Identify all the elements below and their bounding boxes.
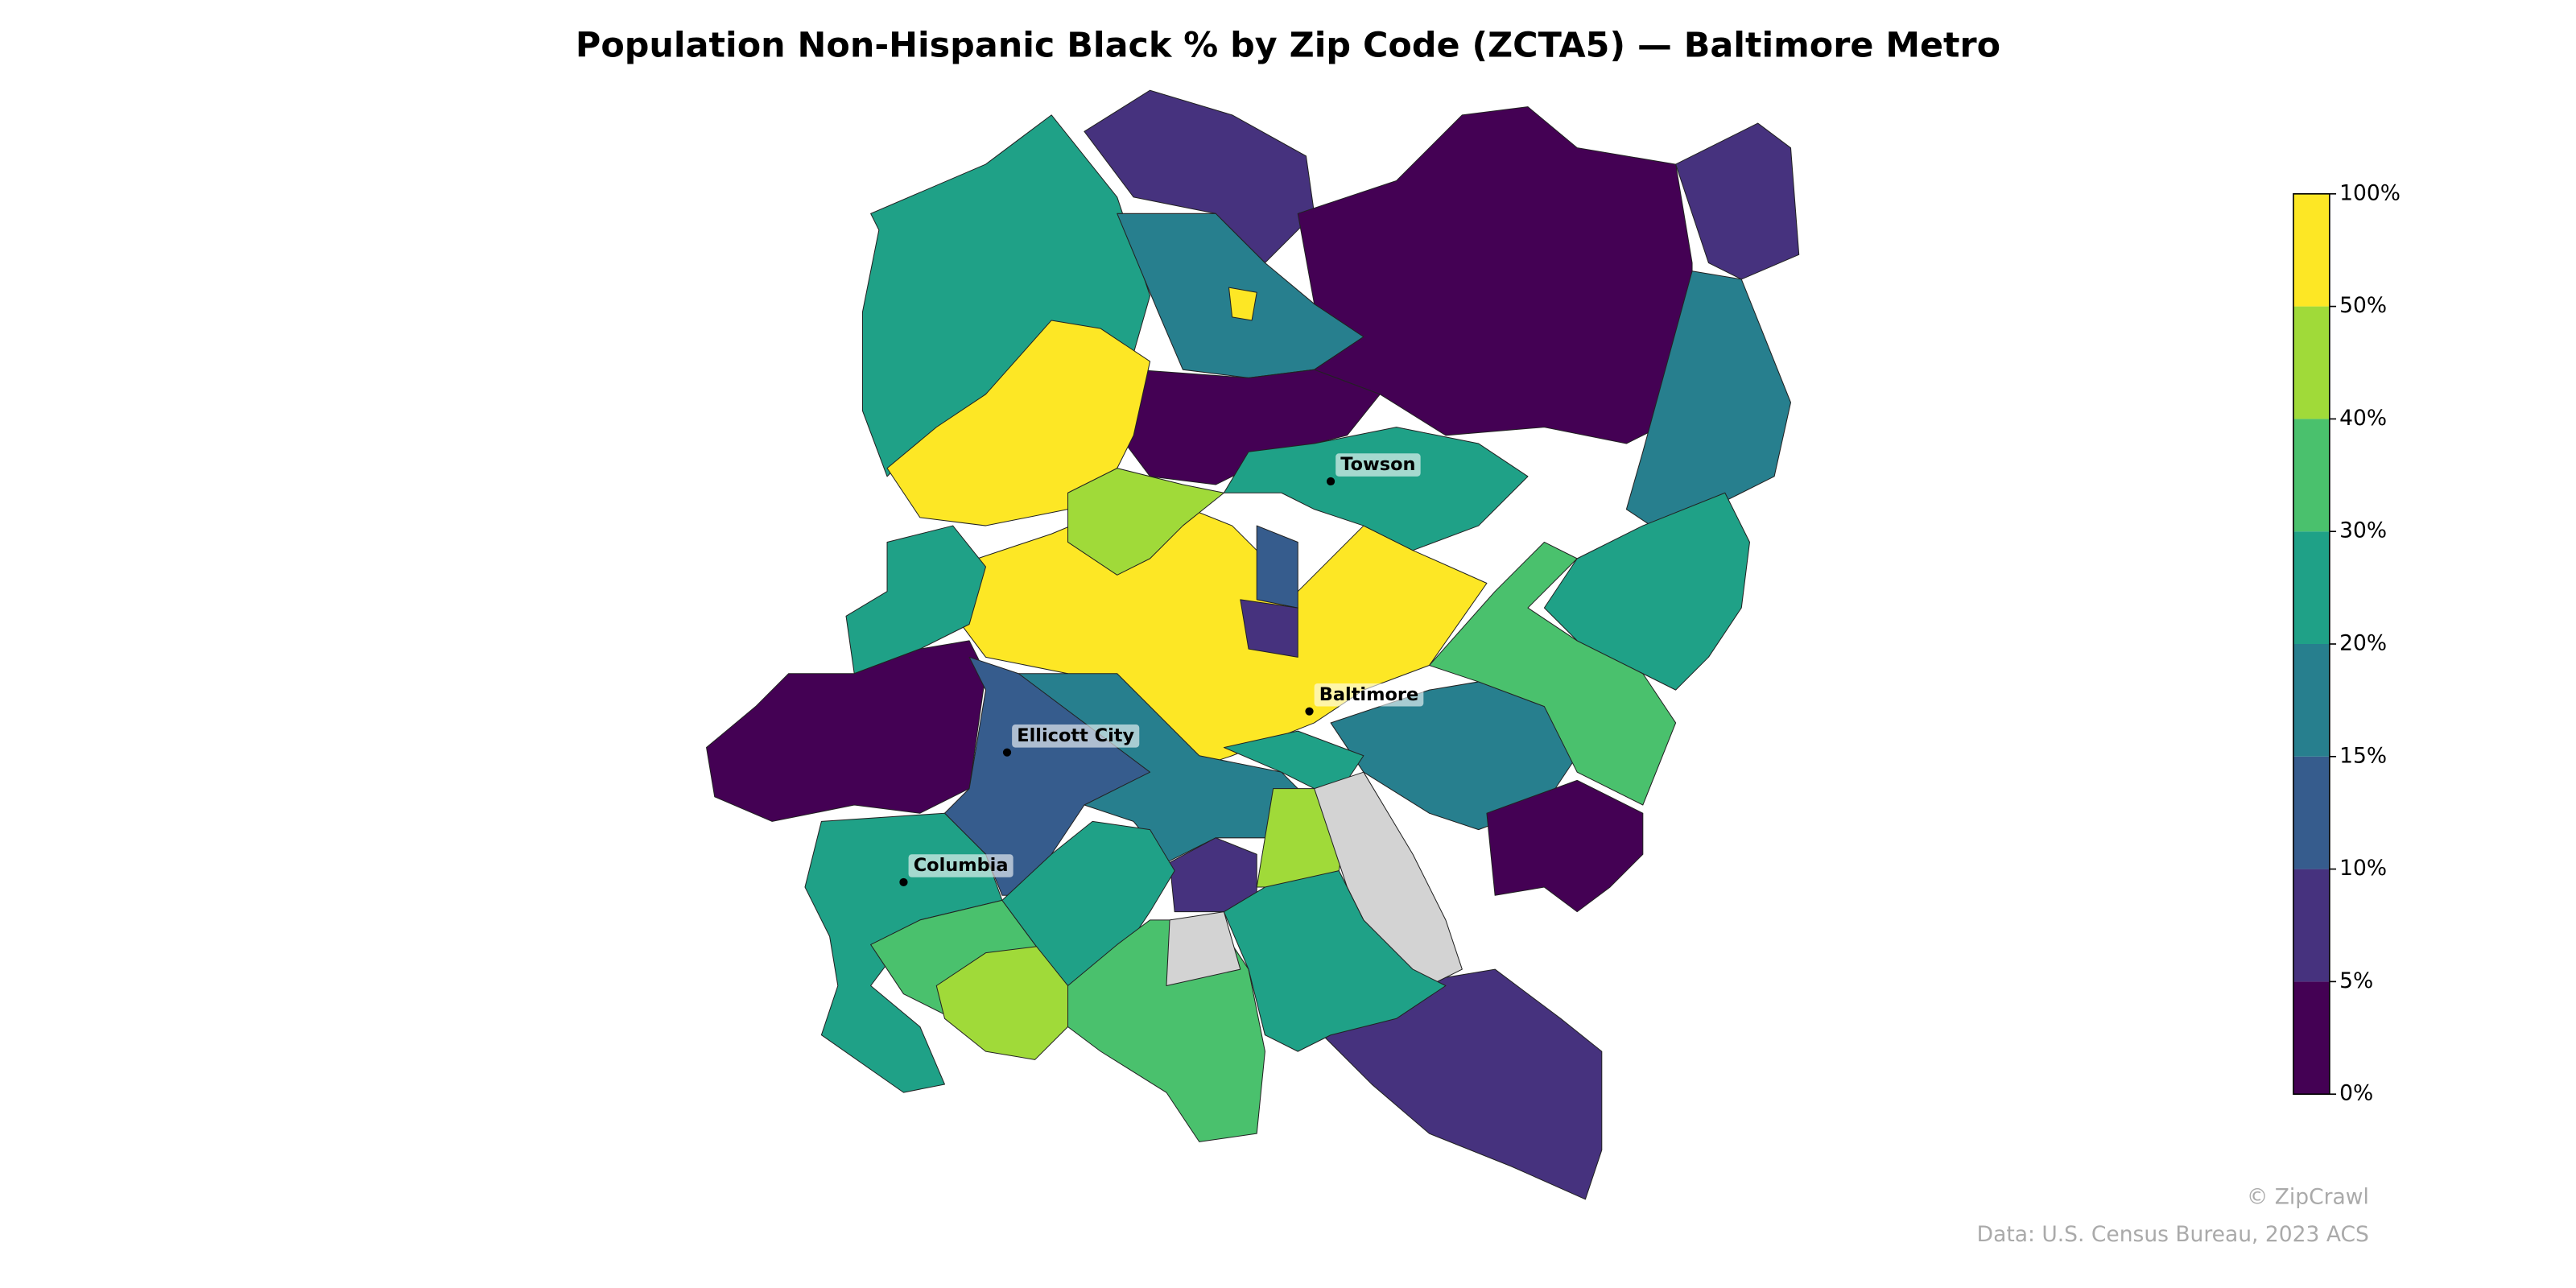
colorbar-tick-label: 100% [2339, 180, 2401, 205]
legend-swatch [2293, 981, 2330, 1095]
credit: © ZipCrawl [2247, 1184, 2369, 1209]
zip-region [1223, 870, 1447, 1052]
zip-region [1675, 122, 1800, 280]
legend-swatch [2293, 306, 2330, 419]
zip-region [1223, 427, 1529, 551]
zip-region [1330, 681, 1578, 831]
city-dot [1305, 707, 1314, 716]
colorbar-tick-label: 10% [2339, 856, 2387, 881]
city-label-bg [908, 854, 1013, 877]
zip-region [1486, 779, 1644, 913]
colorbar-tick-label: 30% [2339, 518, 2387, 543]
city-label: Ellicott City [1017, 725, 1134, 746]
colorbar-tick-label: 15% [2339, 743, 2387, 768]
zip-region [1256, 525, 1298, 609]
city-label: Baltimore [1319, 684, 1418, 705]
zip-region [1166, 911, 1241, 987]
city-label-bg [1314, 683, 1424, 707]
colorbar-tick-label: 40% [2339, 406, 2387, 431]
zip-region [804, 812, 1003, 1093]
colorbar-tick-label: 20% [2339, 631, 2387, 656]
city-label: Columbia [914, 855, 1009, 876]
legend-swatch [2293, 756, 2330, 869]
zip-region [1067, 468, 1224, 576]
city-label: Towson [1340, 454, 1415, 475]
zip-region [706, 640, 987, 822]
colorbar-tick-label: 50% [2339, 293, 2387, 318]
zip-region [1067, 919, 1265, 1142]
zip-region [952, 492, 1488, 773]
legend-swatch [2293, 419, 2330, 532]
regions [706, 89, 1800, 1200]
colorbar-tick-label: 0% [2339, 1081, 2373, 1106]
cities: Towson Baltimore Ellicott City Columbia [899, 453, 1424, 887]
legend-swatch [2293, 869, 2330, 982]
city-dot [899, 877, 908, 887]
city-label-bg [1012, 724, 1140, 748]
credit: Data: U.S. Census Bureau, 2023 ACS [1977, 1222, 2369, 1247]
zip-region [1001, 820, 1175, 987]
map-title: Population Non-Hispanic Black % by Zip C… [576, 26, 2000, 66]
legend-swatch [2293, 644, 2330, 757]
legend-swatch [2293, 193, 2330, 307]
zip-region [886, 320, 1151, 526]
zip-region [1543, 492, 1750, 691]
city-dot [1326, 477, 1335, 486]
colorbar-tick-label: 5% [2339, 968, 2373, 993]
zip-region [1240, 599, 1298, 658]
legend: 0% 5% 10% 15% 20% 30% 40% 50% 100% [2293, 180, 2401, 1106]
city-label-bg [1335, 453, 1421, 477]
zip-region [1018, 673, 1315, 863]
legend-swatch [2293, 531, 2330, 644]
zip-region [1228, 287, 1257, 321]
city-dot [1002, 748, 1012, 757]
